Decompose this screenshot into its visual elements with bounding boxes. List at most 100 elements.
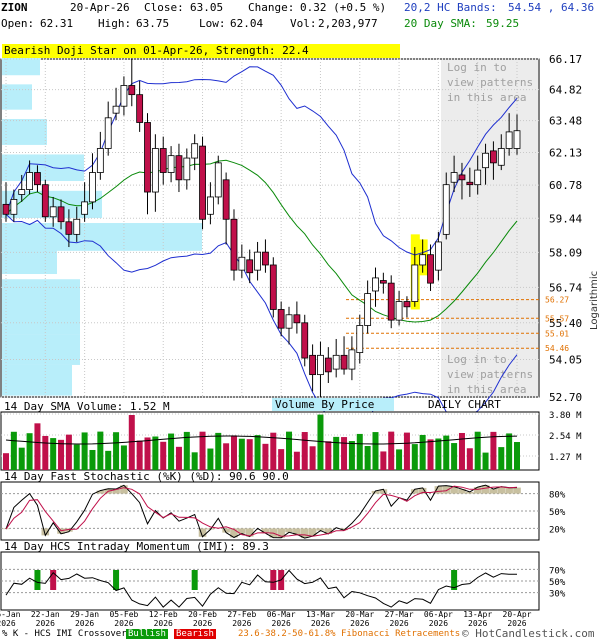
x-tick-year: 2026 — [154, 619, 173, 628]
x-tick-label: 27-Mar — [385, 610, 414, 619]
candle-body — [18, 189, 26, 195]
candle-body — [2, 203, 10, 215]
candle-body — [434, 241, 442, 271]
candle-body — [482, 152, 489, 169]
crossover-marker — [191, 570, 198, 590]
oversold-fill — [41, 528, 50, 536]
x-tick-label: 22-Jan — [31, 610, 60, 619]
volume-title: 14 Day SMA Volume: 1.52 M — [4, 400, 170, 413]
overbought-fill — [450, 486, 458, 494]
volume-bar — [223, 443, 230, 470]
volume-bar — [498, 447, 505, 470]
symbol: ZION — [1, 1, 28, 14]
open-label: Open: — [1, 17, 35, 30]
oversold-fill — [222, 528, 230, 533]
candle-body — [159, 148, 167, 173]
volume-bar — [506, 433, 513, 470]
volume-bar — [364, 446, 371, 470]
candle-body — [167, 155, 175, 173]
candle-body — [317, 354, 324, 376]
x-tick-label: 13-Apr — [463, 610, 492, 619]
candle-body — [372, 277, 379, 292]
login-text-top: Log in to — [447, 61, 507, 74]
stochastic-panel: 14 Day Fast Stochastic (%K) (%D): 90.6 9… — [0, 470, 566, 541]
volume-bar — [286, 431, 293, 470]
volume-bar — [160, 441, 167, 470]
fib-label: 56.27 — [545, 296, 569, 305]
volume-bar — [451, 443, 458, 470]
candle-body — [340, 354, 348, 370]
candle-body — [65, 221, 73, 235]
volume-bar — [3, 453, 9, 470]
candle-body — [505, 131, 513, 149]
stoch-title: 14 Day Fast Stochastic (%K) (%D): 90.6 9… — [4, 470, 289, 483]
copyright[interactable]: © HotCandlestick.com — [462, 627, 595, 640]
candle-body — [230, 218, 238, 271]
volume-bar — [427, 439, 434, 470]
overbought-fill — [489, 489, 498, 494]
overbought-fill — [434, 486, 443, 494]
volume-bar — [293, 451, 300, 470]
vbp-bar — [2, 364, 72, 396]
sma-line — [5, 159, 518, 323]
candle-body — [450, 172, 458, 183]
volume-bar — [42, 435, 49, 470]
candle-body — [175, 155, 183, 181]
overbought-fill — [513, 487, 521, 494]
volume-bar — [396, 449, 403, 470]
x-tick-year: 2026 — [350, 619, 369, 628]
overbought-fill — [120, 485, 128, 494]
candle-body — [96, 148, 104, 173]
volume-bar — [278, 449, 285, 470]
candle-body — [57, 206, 65, 223]
oversold-fill — [65, 528, 73, 532]
imi-title: 14 Day HCS Intraday Momentum (IMI): 89.3 — [4, 540, 269, 553]
x-tick-year: 2026 — [193, 619, 212, 628]
login-overlay — [441, 60, 538, 396]
pattern-banner[interactable]: Bearish Doji Star on 01-Apr-26, Strength… — [2, 44, 400, 58]
volume-panel: 14 Day SMA Volume: 1.52 M 3.80 M 2.54 M 1.2… — [0, 400, 582, 471]
volume-bar — [113, 432, 120, 470]
login-text-top: in this area — [447, 91, 526, 104]
y-tick-label: 66.17 — [549, 53, 582, 66]
crossover-marker — [451, 570, 458, 590]
overbought-fill — [379, 489, 388, 494]
crossover-marker — [270, 570, 277, 590]
volume-bar — [34, 423, 41, 470]
vol-tick: 3.80 M — [549, 411, 582, 421]
daily-chart-label: DAILY CHART — [428, 398, 501, 411]
candle-body — [466, 181, 474, 186]
volume-bar — [183, 431, 190, 470]
oversold-fill — [277, 528, 285, 538]
candle-body — [112, 105, 120, 114]
candle-body — [26, 172, 33, 190]
volume-bar — [97, 431, 104, 470]
oversold-fill — [238, 528, 246, 534]
candle-body — [419, 254, 427, 266]
overbought-fill — [481, 485, 490, 494]
volume-bar — [168, 433, 175, 470]
footer-crossover-label: % K - HCS IMI Crossover, — [2, 629, 133, 639]
candle-body — [120, 85, 128, 107]
volume-bar — [207, 448, 214, 470]
x-tick-year: 2026 — [0, 619, 16, 628]
volume-bar — [246, 439, 253, 470]
sma-label: 20 Day SMA: — [404, 17, 477, 30]
oversold-fill — [230, 528, 238, 538]
x-tick-label: 20-Mar — [345, 610, 374, 619]
volume-bar — [380, 451, 387, 470]
candle-body — [285, 314, 293, 329]
stoch-tick: 80% — [549, 491, 566, 501]
volume-bar — [10, 431, 17, 470]
oversold-fill — [340, 528, 348, 531]
candle-body — [348, 349, 356, 370]
volume-bar — [18, 447, 25, 470]
x-tick-year: 2026 — [507, 619, 526, 628]
vbp-label: Volume By Price — [275, 398, 374, 411]
stoch-d-line — [5, 485, 518, 537]
candle-body — [254, 251, 261, 271]
candle-body — [41, 184, 49, 218]
vol-label: Vol: — [290, 17, 317, 30]
overbought-fill — [371, 490, 380, 494]
